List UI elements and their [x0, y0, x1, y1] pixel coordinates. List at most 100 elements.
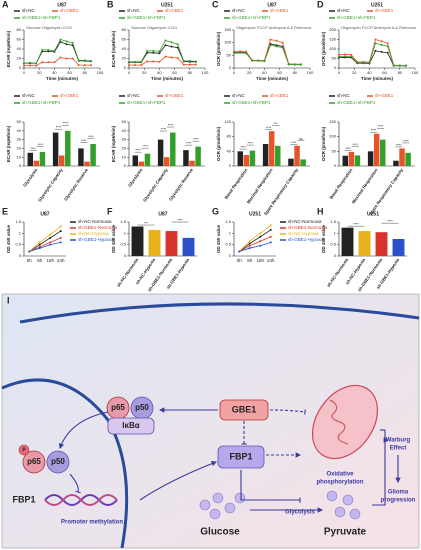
x-tick-label: Glycolytic Reserve [63, 167, 90, 202]
point [49, 243, 52, 246]
significance-label: **** [240, 146, 246, 150]
legend-label: sh-GBE1-Normoxia [288, 225, 328, 230]
x-tick-label: 20 [352, 70, 357, 75]
point [65, 57, 68, 60]
x-tick-label: 100 [97, 70, 104, 75]
chart-title: U87 [267, 2, 276, 8]
point [71, 41, 74, 44]
y-tick-label: 1.5 [120, 219, 126, 224]
point [368, 61, 371, 64]
x-tick-label: 80 [83, 70, 88, 75]
chart-title: U87 [158, 211, 167, 217]
phospho-label: P [22, 447, 26, 453]
point [248, 244, 251, 247]
point [233, 50, 235, 53]
bar [33, 160, 40, 166]
significance-label: **** [177, 218, 183, 222]
legend-label: sh-GBE1+sh-FBP1 [337, 100, 376, 105]
point [83, 59, 86, 62]
pyruvate-molecules [326, 490, 361, 520]
x-tick-label: 60 [277, 70, 282, 75]
x-tick-label: Basal Respiration [328, 167, 353, 200]
significance-label: **** [345, 147, 351, 151]
x-tick-label: 80 [188, 70, 193, 75]
legend-label: sh-GBE1+sh-FBP1 [127, 15, 166, 20]
x-tick-label: 100 [202, 70, 209, 75]
x-tick-label: 0 [128, 70, 131, 75]
point [59, 230, 62, 233]
series-line [239, 236, 271, 252]
point [49, 236, 52, 239]
legend-label: sh-NC [22, 8, 36, 13]
y-tick-label: 20 [17, 145, 22, 150]
legend-label: sh-GBE1+sh-FBP1 [22, 100, 61, 105]
significance-label: **** [88, 135, 94, 139]
diagram: I p65 p50 IκBα GBE1 FBP1 Oxidative phosp… [1, 293, 420, 549]
y-axis-label: OCR (pmol/min) [216, 31, 221, 66]
point [140, 64, 143, 67]
point [188, 59, 191, 62]
y-tick-label: 80 [122, 27, 127, 32]
point [41, 48, 44, 51]
point [59, 38, 62, 41]
legend-label: sh-GBE1 [270, 8, 289, 13]
point [128, 60, 130, 63]
point [194, 63, 197, 66]
y-axis-label: OCR (pmol/min) [216, 126, 221, 161]
legend-label: sh-GBE1-Hypoxia [288, 237, 325, 242]
point [188, 63, 191, 66]
y-tick-label: 100 [224, 40, 231, 45]
significance-label: **** [352, 143, 358, 147]
legend-label: sh-GBE1 [270, 93, 289, 98]
point [233, 52, 235, 55]
point [259, 235, 262, 238]
y-tick-label: 20 [122, 56, 127, 61]
bar [373, 133, 380, 166]
y-tick-label: 60 [17, 37, 22, 42]
point [269, 38, 272, 41]
point [248, 242, 251, 245]
chart-title: U251 [161, 2, 173, 8]
chart-title: U87 [57, 2, 66, 8]
point [49, 241, 52, 244]
bar [342, 155, 349, 166]
bar [170, 132, 176, 166]
y-tick-label: 40 [122, 46, 127, 51]
point [350, 55, 353, 58]
significance-label: **** [371, 129, 377, 133]
series-line [233, 44, 301, 66]
bar [84, 161, 90, 166]
point [152, 49, 155, 52]
x-tick-label: 8h [247, 258, 253, 263]
significance-label: **** [387, 220, 393, 224]
x-tick-label: 40 [52, 70, 57, 75]
legend-label: sh-NC-Hypoxia [288, 231, 319, 236]
point [49, 233, 52, 236]
x-tick-label: 16h [256, 258, 264, 263]
nuclear-membrane [1, 378, 129, 549]
bar [348, 151, 355, 166]
cristae [329, 399, 349, 445]
point [41, 61, 44, 64]
significance-label: **** [247, 142, 253, 146]
y-tick-label: 1.5 [15, 219, 21, 224]
y-tick-label: 0 [229, 163, 232, 168]
bar [380, 139, 386, 166]
point [356, 61, 359, 64]
legend-label: sh-NC [232, 93, 246, 98]
glycolysis-label: Glycolysis [285, 510, 316, 516]
y-tick-label: 1 [334, 230, 337, 235]
x-tick-label: 60 [172, 70, 177, 75]
legend-label: sh-GBE1+sh-FBP1 [232, 15, 271, 20]
bar [341, 227, 354, 256]
panel-label: G [212, 206, 219, 216]
bar [300, 159, 306, 166]
point [59, 40, 62, 43]
chart-title: U251 [371, 2, 383, 8]
legend-label: sh-GBE1+sh-FBP1 [127, 100, 166, 105]
y-axis-label: OCR (pmol/min) [321, 31, 326, 66]
significance-label: **** [378, 125, 384, 129]
point [65, 43, 68, 46]
significance-label: **** [142, 145, 148, 149]
